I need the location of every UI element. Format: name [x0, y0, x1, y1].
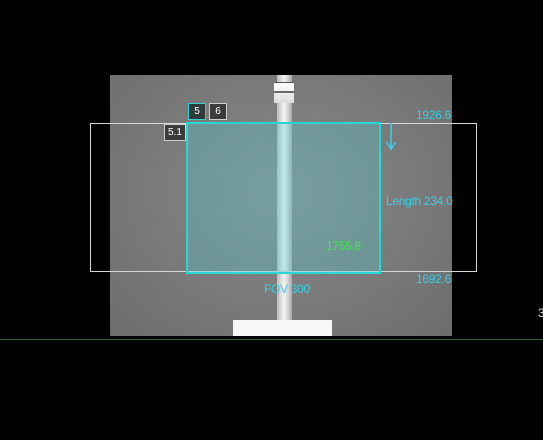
down-arrow-icon[interactable]	[385, 122, 397, 152]
series-tab-6[interactable]: 6	[209, 103, 227, 120]
edge-text: 3	[538, 306, 543, 320]
phantom-cap	[274, 82, 294, 103]
phantom-rod	[277, 75, 292, 321]
series-tab-5-1[interactable]: 5.1	[164, 124, 186, 141]
table-base	[233, 320, 332, 336]
bottom-position-label: 1692.6	[416, 272, 451, 286]
series-tab-5[interactable]: 5	[188, 103, 206, 120]
floor-line	[0, 339, 543, 340]
scan-length-label: Length 234.0	[386, 194, 453, 208]
center-position-label: 1755.8	[326, 239, 361, 253]
top-position-label: 1926.6	[416, 108, 451, 122]
scan-range-box[interactable]	[186, 122, 381, 274]
fov-label: FOV 300	[264, 282, 310, 296]
